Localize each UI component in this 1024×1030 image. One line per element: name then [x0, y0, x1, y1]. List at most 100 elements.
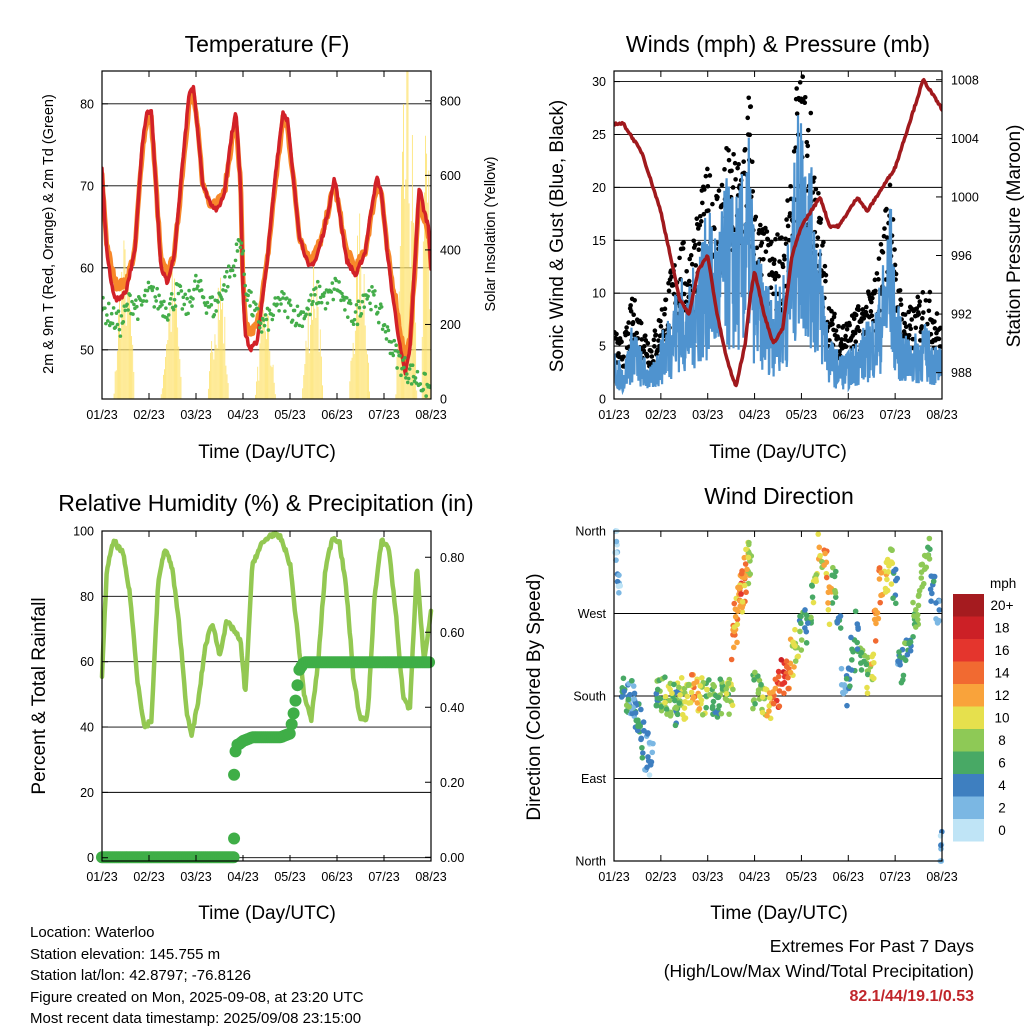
gust-point: [853, 312, 859, 318]
direction-point: [802, 625, 808, 631]
dewpoint-point: [393, 348, 397, 353]
dewpoint-point: [329, 290, 334, 294]
dewpoint-point: [379, 305, 384, 309]
extremes-box: Extremes For Past 7 Days (High/Low/Max W…: [664, 934, 974, 1009]
gust-point: [855, 324, 861, 330]
gust-point: [861, 316, 867, 321]
dewpoint-point: [233, 258, 238, 263]
direction-point: [838, 682, 845, 688]
gust-point: [802, 94, 808, 100]
direction-point: [791, 664, 797, 670]
gust-point: [835, 336, 841, 341]
gust-point: [783, 236, 788, 242]
direction-point: [706, 692, 713, 698]
direction-point: [792, 643, 798, 649]
gust-point: [791, 149, 797, 154]
direction-ytick-label: North: [575, 525, 606, 539]
dewpoint-point: [359, 312, 364, 316]
dewpoint-point: [230, 268, 235, 273]
humidity-ytick-right-label: 0.20: [440, 776, 464, 790]
temperature-series: [102, 71, 431, 399]
dewpoint-point: [366, 294, 370, 299]
dewpoint-point: [220, 297, 224, 302]
winds-ytick-right-label: 1000: [951, 190, 979, 204]
gust-point: [686, 278, 692, 284]
precip-point: [228, 768, 241, 781]
gust-point: [906, 332, 912, 338]
direction-point: [630, 704, 636, 711]
dewpoint-point: [339, 298, 343, 303]
dewpoint-point: [394, 343, 398, 347]
direction-point: [864, 690, 871, 697]
humidity-panel: Relative Humidity (%) & Precipitation (i…: [29, 490, 474, 924]
winds-ylabel-right: Station Pressure (Maroon): [1004, 125, 1024, 348]
gust-point: [775, 232, 780, 237]
gust-point: [914, 306, 920, 311]
gust-point: [697, 222, 703, 228]
dewpoint-point: [238, 245, 243, 250]
direction-point: [613, 550, 620, 556]
dewpoint-point: [279, 302, 283, 306]
gust-point: [680, 246, 686, 251]
dewpoint-point: [424, 394, 428, 398]
gust-point: [614, 331, 619, 337]
gust-point: [634, 330, 640, 336]
gust-point: [729, 168, 734, 174]
gust-point: [735, 165, 740, 171]
direction-point: [854, 639, 860, 646]
winds-marks: [614, 74, 942, 396]
gust-point: [649, 349, 654, 354]
dewpoint-point: [295, 304, 300, 309]
gust-point: [938, 344, 942, 349]
dewpoint-point: [214, 309, 218, 313]
gust-point: [908, 326, 914, 332]
dewpoint-point: [418, 382, 423, 386]
dewpoint-point: [270, 317, 275, 322]
humidity-xtick-label: 07/23: [368, 870, 399, 884]
dewpoint-point: [360, 299, 365, 304]
dewpoint-point: [294, 321, 299, 326]
direction-point: [926, 535, 933, 542]
direction-point: [864, 671, 871, 678]
gust-point: [882, 226, 887, 231]
direction-point: [920, 580, 927, 587]
humidity-xtick-label: 06/23: [321, 870, 352, 884]
gust-point: [869, 299, 874, 305]
gust-point: [779, 235, 784, 240]
gust-point: [898, 302, 904, 307]
gust-point: [830, 321, 835, 327]
direction-point: [775, 668, 782, 675]
gust-point: [805, 127, 811, 133]
dewpoint-point: [334, 278, 338, 283]
dewpoint-point: [403, 356, 407, 360]
direction-series: [612, 528, 945, 864]
gust-point: [833, 328, 839, 333]
direction-point: [650, 740, 656, 747]
direction-point: [778, 657, 785, 663]
gust-point: [691, 238, 697, 244]
direction-point: [933, 600, 939, 606]
direction-point: [738, 570, 745, 577]
direction-point: [741, 574, 748, 581]
dewpoint-point: [106, 319, 110, 323]
gust-point: [902, 320, 907, 326]
gust-point: [785, 223, 791, 229]
temperature-ytick-right-label: 800: [440, 94, 461, 108]
gust-point: [804, 139, 810, 145]
gust-point: [763, 225, 768, 231]
direction-point: [892, 600, 899, 607]
direction-point: [673, 705, 680, 711]
gust-point: [750, 189, 756, 194]
direction-axes: 01/23 02/23 03/23 04/23 05/23 06/23 07/23 08/23…: [573, 525, 957, 885]
winds-ytick-right-label: 1004: [951, 132, 979, 146]
direction-point: [743, 546, 749, 553]
direction-point: [837, 613, 844, 619]
legend-swatch: [953, 616, 984, 639]
dewpoint-point: [392, 338, 397, 343]
gust-point: [873, 288, 878, 294]
gust-point: [758, 222, 763, 228]
gust-point: [748, 104, 754, 109]
gust-point: [703, 173, 709, 179]
direction-point: [723, 691, 730, 697]
direction-point: [618, 694, 625, 700]
